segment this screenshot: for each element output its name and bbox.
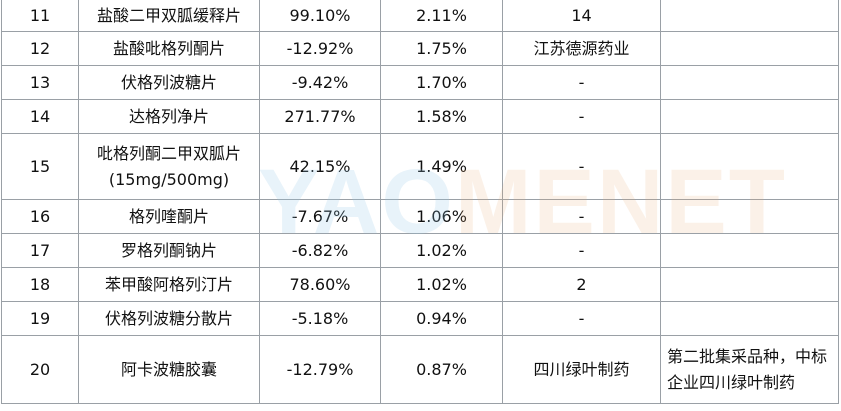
table-row: 19 伏格列波糖分散片 -5.18% 0.94% - bbox=[1, 301, 839, 336]
note-cell: 第二批集采品种，中标企业四川绿叶制药 bbox=[660, 335, 839, 404]
rank-cell: 13 bbox=[1, 65, 79, 100]
growth-cell: 99.10% bbox=[259, 0, 381, 32]
rank-cell: 19 bbox=[1, 301, 79, 336]
company-cell: - bbox=[502, 133, 661, 200]
share-cell: 1.49% bbox=[380, 133, 503, 200]
table-row: 18 苯甲酸阿格列汀片 78.60% 1.02% 2 bbox=[1, 267, 839, 302]
rank-cell: 18 bbox=[1, 267, 79, 302]
share-cell: 1.02% bbox=[380, 267, 503, 302]
drug-name-line2: (15mg/500mg) bbox=[108, 169, 230, 189]
growth-cell: 271.77% bbox=[259, 99, 381, 134]
drug-name-cell: 阿卡波糖胶囊 bbox=[78, 335, 260, 404]
share-cell: 1.06% bbox=[380, 199, 503, 234]
company-cell: 四川绿叶制药 bbox=[502, 335, 661, 404]
growth-cell: 42.15% bbox=[259, 133, 381, 200]
note-cell bbox=[660, 99, 839, 134]
table-row: 16 格列喹酮片 -7.67% 1.06% - bbox=[1, 199, 839, 234]
note-cell bbox=[660, 65, 839, 100]
drug-name-cell: 格列喹酮片 bbox=[78, 199, 260, 234]
rank-cell: 14 bbox=[1, 99, 79, 134]
growth-cell: 78.60% bbox=[259, 267, 381, 302]
share-cell: 2.11% bbox=[380, 0, 503, 32]
share-cell: 0.94% bbox=[380, 301, 503, 336]
company-cell: - bbox=[502, 65, 661, 100]
rank-cell: 17 bbox=[1, 233, 79, 268]
drug-name-cell: 达格列净片 bbox=[78, 99, 260, 134]
growth-cell: -12.92% bbox=[259, 31, 381, 66]
growth-cell: -12.79% bbox=[259, 335, 381, 404]
rank-cell: 11 bbox=[1, 0, 79, 32]
drug-name-cell: 盐酸二甲双胍缓释片 bbox=[78, 0, 260, 32]
share-cell: 0.87% bbox=[380, 335, 503, 404]
drug-name-cell: 罗格列酮钠片 bbox=[78, 233, 260, 268]
share-cell: 1.75% bbox=[380, 31, 503, 66]
drug-name-cell: 伏格列波糖片 bbox=[78, 65, 260, 100]
rank-cell: 12 bbox=[1, 31, 79, 66]
rank-cell: 20 bbox=[1, 335, 79, 404]
table-row: 13 伏格列波糖片 -9.42% 1.70% - bbox=[1, 65, 839, 100]
share-cell: 1.70% bbox=[380, 65, 503, 100]
table-row: 14 达格列净片 271.77% 1.58% - bbox=[1, 99, 839, 134]
share-cell: 1.58% bbox=[380, 99, 503, 134]
note-cell bbox=[660, 31, 839, 66]
company-cell: 江苏德源药业 bbox=[502, 31, 661, 66]
drug-name-cell: 伏格列波糖分散片 bbox=[78, 301, 260, 336]
note-cell bbox=[660, 0, 839, 32]
note-cell bbox=[660, 301, 839, 336]
company-cell: - bbox=[502, 233, 661, 268]
note-cell bbox=[660, 133, 839, 200]
table-row: 17 罗格列酮钠片 -6.82% 1.02% - bbox=[1, 233, 839, 268]
growth-cell: -7.67% bbox=[259, 199, 381, 234]
growth-cell: -5.18% bbox=[259, 301, 381, 336]
company-cell: 14 bbox=[502, 0, 661, 32]
note-cell bbox=[660, 233, 839, 268]
note-cell bbox=[660, 199, 839, 234]
drug-name-cell: 吡格列酮二甲双胍片 (15mg/500mg) bbox=[78, 133, 260, 200]
table-row: 12 盐酸吡格列酮片 -12.92% 1.75% 江苏德源药业 bbox=[1, 31, 839, 66]
drug-name-cell: 苯甲酸阿格列汀片 bbox=[78, 267, 260, 302]
company-cell: - bbox=[502, 199, 661, 234]
company-cell: - bbox=[502, 99, 661, 134]
rank-cell: 15 bbox=[1, 133, 79, 200]
rank-cell: 16 bbox=[1, 199, 79, 234]
table-row: 11 盐酸二甲双胍缓释片 99.10% 2.11% 14 bbox=[1, 0, 839, 32]
company-cell: - bbox=[502, 301, 661, 336]
growth-cell: -6.82% bbox=[259, 233, 381, 268]
note-cell bbox=[660, 267, 839, 302]
company-cell: 2 bbox=[502, 267, 661, 302]
table-row: 20 阿卡波糖胶囊 -12.79% 0.87% 四川绿叶制药 第二批集采品种，中… bbox=[1, 335, 839, 404]
drug-name-cell: 盐酸吡格列酮片 bbox=[78, 31, 260, 66]
drug-ranking-table: 11 盐酸二甲双胍缓释片 99.10% 2.11% 14 12 盐酸吡格列酮片 … bbox=[1, 0, 839, 404]
growth-cell: -9.42% bbox=[259, 65, 381, 100]
table-row: 15 吡格列酮二甲双胍片 (15mg/500mg) 42.15% 1.49% - bbox=[1, 133, 839, 200]
share-cell: 1.02% bbox=[380, 233, 503, 268]
drug-name-line1: 吡格列酮二甲双胍片 bbox=[96, 143, 241, 163]
